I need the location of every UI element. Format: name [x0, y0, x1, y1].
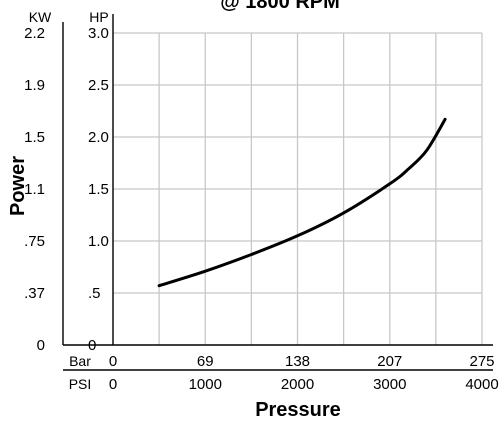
- hp-tick-label: 0: [88, 337, 96, 354]
- grid: [113, 32, 483, 345]
- x-ticks: 0 69 138 207 275 0 1000 2000 3000 4000: [109, 353, 499, 393]
- bar-tick-label: 0: [109, 353, 117, 370]
- kw-unit-label: KW: [29, 9, 52, 25]
- axes: [62, 14, 493, 371]
- bar-tick-label: 138: [285, 353, 310, 370]
- psi-tick-label: 2000: [281, 376, 314, 393]
- hp-tick-label: 3.0: [88, 25, 109, 42]
- bar-tick-label: 275: [469, 353, 494, 370]
- hp-tick-label: 2.5: [88, 77, 109, 94]
- hp-tick-label: 1.5: [88, 181, 109, 198]
- chart-title: @ 1800 RPM: [220, 0, 340, 13]
- kw-tick-label: 1.1: [24, 181, 45, 198]
- hp-tick-label: 2.0: [88, 129, 109, 146]
- hp-tick-label: .5: [88, 285, 101, 302]
- kw-tick-label: .37: [24, 285, 45, 302]
- bar-unit-label: Bar: [69, 353, 91, 369]
- kw-tick-label: .75: [24, 233, 45, 250]
- bar-tick-label: 69: [197, 353, 214, 370]
- bar-tick-label: 207: [377, 353, 402, 370]
- psi-tick-label: 1000: [189, 376, 222, 393]
- y-axis-label: Power: [7, 156, 29, 216]
- kw-tick-label: 1.5: [24, 129, 45, 146]
- psi-unit-label: PSI: [69, 376, 92, 392]
- psi-tick-label: 3000: [373, 376, 406, 393]
- kw-tick-label: 1.9: [24, 77, 45, 94]
- hp-unit-label: HP: [89, 9, 108, 25]
- psi-tick-label: 0: [109, 376, 117, 393]
- kw-tick-label: 0: [37, 337, 45, 354]
- kw-tick-label: 2.2: [24, 25, 45, 42]
- y-ticks: 0 .37 .75 1.1 1.5 1.9 2.2 0 .5 1.0 1.5 2.0 2.5 3.0: [24, 25, 109, 354]
- psi-tick-label: 4000: [465, 376, 498, 393]
- power-curve: [157, 117, 447, 288]
- x-axis-label: Pressure: [255, 399, 341, 421]
- hp-tick-label: 1.0: [88, 233, 109, 250]
